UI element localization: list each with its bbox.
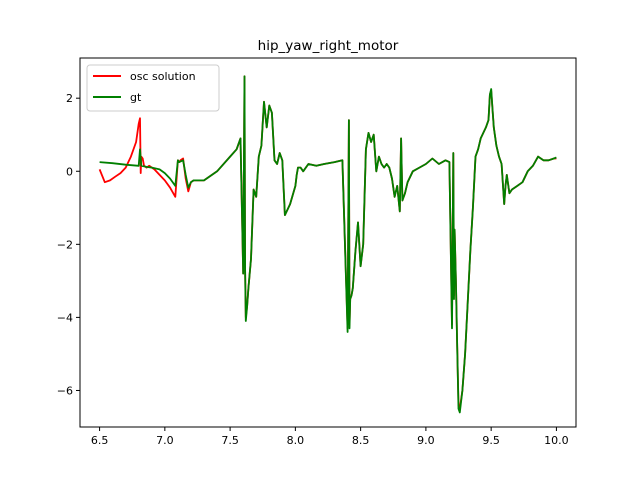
x-tick-label: 9.5 <box>482 434 500 447</box>
x-tick-label: 6.5 <box>91 434 109 447</box>
legend-label: osc solution <box>130 70 196 83</box>
x-axis: 6.5 7.0 7.5 8.0 8.5 9.0 9.5 10.0 <box>91 427 569 447</box>
x-tick-label: 7.5 <box>221 434 239 447</box>
x-tick-label: 8.5 <box>352 434 370 447</box>
y-tick-label: 0 <box>66 165 73 178</box>
series-layer <box>98 75 557 414</box>
x-tick-label: 9.0 <box>417 434 435 447</box>
y-tick-label: −2 <box>57 238 73 251</box>
y-tick-label: −6 <box>57 384 73 397</box>
y-tick-label: −4 <box>57 311 73 324</box>
x-tick-label: 8.0 <box>287 434 305 447</box>
legend: osc solution gt <box>86 64 220 112</box>
x-tick-label: 10.0 <box>544 434 569 447</box>
y-axis: −6 −4 −2 0 2 <box>57 92 80 397</box>
series-line-gt <box>99 75 557 414</box>
x-tick-label: 7.0 <box>156 434 174 447</box>
y-tick-label: 2 <box>66 92 73 105</box>
legend-label: gt <box>130 91 142 104</box>
plot-frame <box>79 57 577 428</box>
chart-title: hip_yaw_right_motor <box>258 38 399 54</box>
